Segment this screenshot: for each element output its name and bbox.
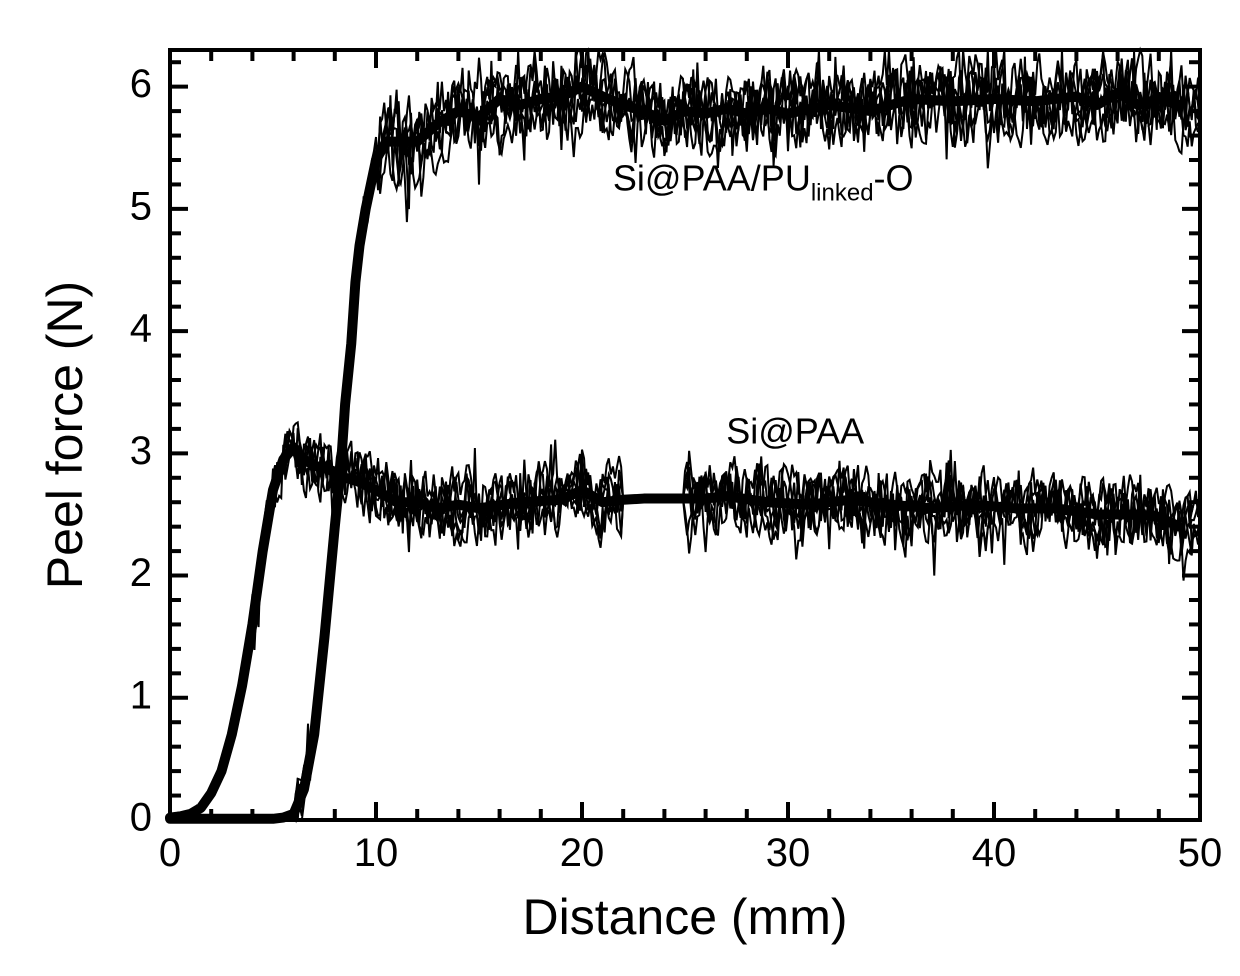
chart-container: 0 10 20 30 40 50 0 1 2 3 4 5 6 Distance (mm) Peel forc… [0,0,1240,976]
x-tick-label: 30 [766,831,811,875]
y-tick-label: 2 [130,551,152,595]
x-axis-label: Distance (mm) [522,889,847,945]
y-tick-label: 5 [130,184,152,228]
x-tick-label: 10 [354,831,399,875]
y-tick-label: 1 [130,673,152,717]
y-tick-label: 6 [130,62,152,106]
peel-force-chart: 0 10 20 30 40 50 0 1 2 3 4 5 6 Distance (mm) Peel forc… [0,0,1240,976]
x-tick-label: 50 [1178,831,1223,875]
y-axis-label: Peel force (N) [37,281,93,589]
series-label: Si@PAA [726,411,864,452]
x-tick-label: 40 [972,831,1017,875]
x-tick-label: 0 [159,831,181,875]
x-tick-label: 20 [560,831,605,875]
y-tick-label: 3 [130,429,152,473]
y-tick-label: 0 [130,796,152,840]
y-tick-label: 4 [130,307,152,351]
